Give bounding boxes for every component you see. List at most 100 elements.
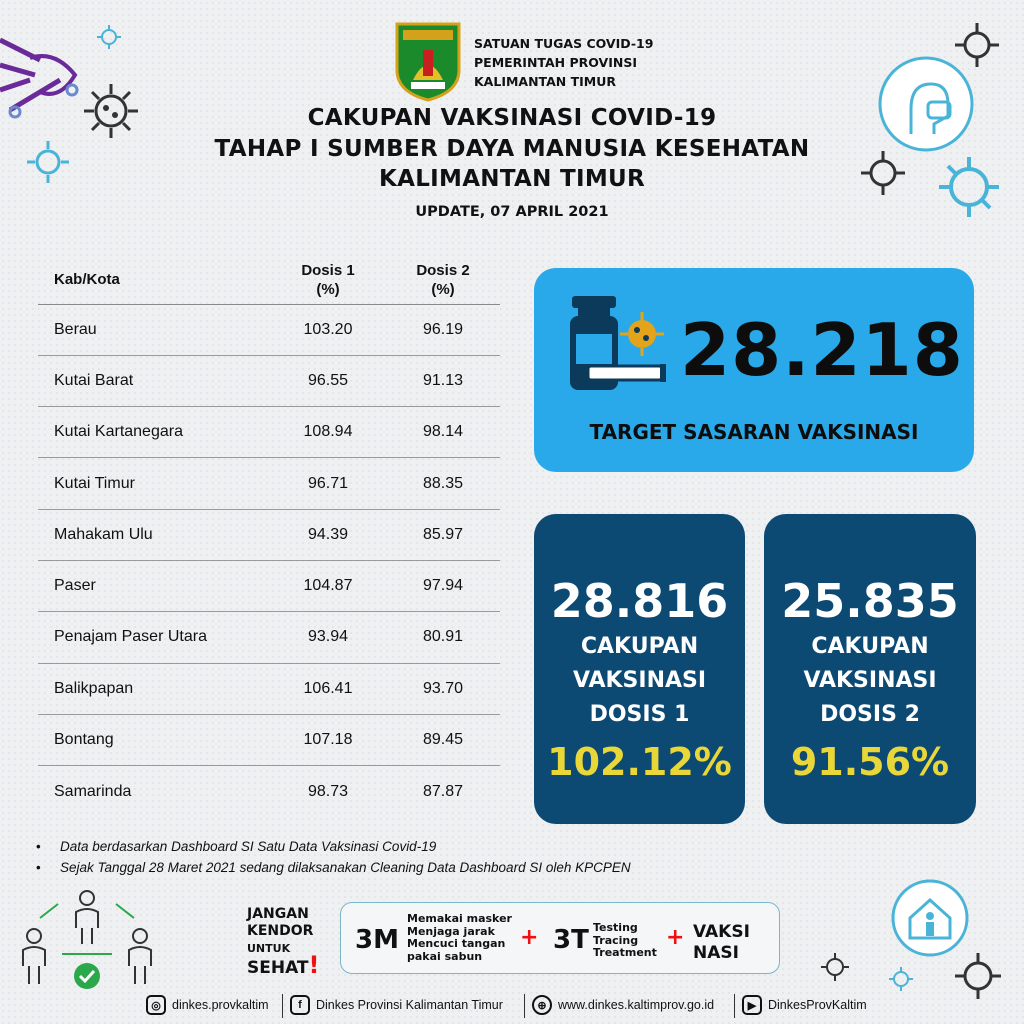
3m-list: Memakai masker Menjaga jarak Mencuci tan… (407, 912, 512, 963)
instagram-handle: dinkes.provkaltim (172, 998, 269, 1012)
row-dosis-1: 103.20 (270, 303, 386, 356)
row-dosis-1: 98.73 (270, 765, 386, 817)
row-dosis-2: 96.19 (386, 303, 500, 356)
row-dosis-1: 93.94 (270, 611, 386, 664)
3m-item: Menjaga jarak (407, 924, 495, 938)
3t-item: Treatment (593, 946, 657, 959)
3m-label: 3M (355, 925, 399, 955)
dose-2-label: VAKSINASI (803, 668, 937, 693)
facebook-handle: Dinkes Provinsi Kalimantan Timur (316, 998, 503, 1012)
website-url: www.dinkes.kaltimprov.go.id (558, 998, 715, 1012)
vaksinasi-word: VAKSI (693, 922, 750, 942)
facebook-link[interactable]: f Dinkes Provinsi Kalimantan Timur (290, 995, 503, 1015)
page-title: CAKUPAN VAKSINASI COVID-19 (307, 105, 717, 131)
instagram-icon: ◎ (146, 995, 166, 1015)
youtube-handle: DinkesProvKaltim (768, 998, 867, 1012)
row-kab: Balikpapan (38, 662, 270, 715)
3t-list: Testing Tracing Treatment (593, 921, 657, 960)
vaksinasi-word: NASI (693, 943, 739, 963)
org-name: SATUAN TUGAS COVID-19 PEMERINTAH PROVINS… (474, 34, 653, 91)
row-kab: Mahakam Ulu (38, 508, 270, 561)
youtube-icon: ▶ (742, 995, 762, 1015)
plus-sign: + (666, 925, 685, 950)
facebook-icon: f (290, 995, 310, 1015)
table-row: Kutai Timur 96.71 88.35 (38, 457, 500, 510)
vaksinasi-label: VAKSI NASI (693, 922, 750, 964)
target-number: 28.218 (680, 308, 964, 392)
footnotes: Data berdasarkan Dashboard SI Satu Data … (36, 836, 631, 878)
row-dosis-2: 97.94 (386, 559, 500, 612)
table-header-row: Kab/Kota Dosis 1 (%) Dosis 2 (%) (38, 256, 500, 304)
dose-2-number: 25.835 (781, 574, 959, 628)
row-kab: Bontang (38, 713, 270, 766)
dose-1-label: CAKUPAN (580, 634, 699, 659)
stay-home-icon (891, 879, 969, 957)
virus-icon (861, 151, 905, 195)
table-row: Bontang 107.18 89.45 (38, 713, 500, 766)
row-kab: Berau (38, 303, 270, 356)
dose-1-label: DOSIS 1 (589, 702, 690, 727)
org-line: SATUAN TUGAS COVID-19 (474, 36, 654, 51)
table-row: Samarinda 98.73 87.87 (38, 765, 500, 817)
instagram-link[interactable]: ◎ dinkes.provkaltim (146, 995, 269, 1015)
3t-item: Tracing (593, 933, 639, 947)
dose-1-percent: 102.12% (547, 740, 732, 784)
dose-2-percent: 91.56% (790, 740, 950, 784)
table-row: Berau 103.20 96.19 (38, 303, 500, 356)
row-dosis-2: 91.13 (386, 354, 500, 407)
campaign-word: UNTUK (247, 942, 291, 955)
dose-2-box: 25.835 CAKUPAN VAKSINASI DOSIS 2 91.56% (764, 514, 976, 824)
3t-label: 3T (553, 925, 589, 955)
row-kab: Kutai Barat (38, 354, 270, 407)
header-dosis-1: Dosis 1 (%) (270, 256, 386, 304)
dose-2-label: DOSIS 2 (820, 702, 920, 727)
row-dosis-1: 107.18 (270, 713, 386, 766)
virus-icon (955, 953, 1001, 999)
virus-icon (27, 141, 69, 183)
row-dosis-2: 80.91 (386, 611, 500, 664)
social-distancing-icon (22, 890, 152, 989)
table-row: Penajam Paser Utara 93.94 80.91 (38, 611, 500, 664)
table-row: Kutai Barat 96.55 91.13 (38, 354, 500, 407)
row-dosis-2: 87.87 (386, 765, 500, 817)
org-line: KALIMANTAN TIMUR (474, 74, 616, 89)
virus-icon (97, 25, 121, 49)
header-label: Dosis 2 (416, 261, 470, 279)
header-kab: Kab/Kota (54, 271, 120, 289)
campaign-word: SEHAT (247, 958, 309, 978)
table-row: Mahakam Ulu 94.39 85.97 (38, 508, 500, 561)
row-kab: Samarinda (38, 765, 270, 817)
update-date: UPDATE, 07 APRIL 2021 (415, 204, 609, 220)
page-title: KALIMANTAN TIMUR (378, 166, 646, 192)
row-kab: Paser (38, 559, 270, 612)
table-row: Paser 104.87 97.94 (38, 559, 500, 612)
virus-icon (955, 23, 999, 67)
3t-item: Testing (593, 921, 638, 934)
divider (524, 994, 525, 1018)
virus-icon (84, 84, 138, 138)
handshake-illustration (0, 37, 79, 119)
website-link[interactable]: ⊕ www.dinkes.kaltimprov.go.id (532, 995, 714, 1015)
province-logo (395, 22, 461, 102)
row-dosis-1: 104.87 (270, 559, 386, 612)
youtube-link[interactable]: ▶ DinkesProvKaltim (742, 995, 867, 1015)
row-dosis-2: 85.97 (386, 508, 500, 561)
footnote: Sejak Tanggal 28 Maret 2021 sedang dilak… (36, 857, 631, 878)
row-kab: Kutai Kartanegara (38, 406, 270, 458)
jangan-kendor-text: JANGAN KENDOR UNTUK SEHAT! (247, 906, 319, 978)
org-line: PEMERINTAH PROVINSI (474, 55, 637, 70)
campaign-pill (340, 902, 780, 974)
3m-item: pakai sabun (407, 949, 483, 963)
virus-icon (939, 157, 999, 217)
coverage-table: Kab/Kota Dosis 1 (%) Dosis 2 (%) Berau 103.… (38, 256, 500, 817)
dose-1-number: 28.816 (550, 574, 729, 628)
target-label: TARGET SASARAN VAKSINASI (589, 420, 919, 444)
campaign-word: JANGAN (247, 906, 309, 922)
row-dosis-2: 89.45 (386, 713, 500, 766)
row-dosis-2: 98.14 (386, 406, 500, 458)
row-dosis-2: 88.35 (386, 457, 500, 510)
header-unit: (%) (431, 280, 455, 298)
table-row: Balikpapan 106.41 93.70 (38, 662, 500, 715)
vaccine-vial-icon (570, 296, 666, 390)
3m-item: Memakai masker (407, 912, 512, 925)
